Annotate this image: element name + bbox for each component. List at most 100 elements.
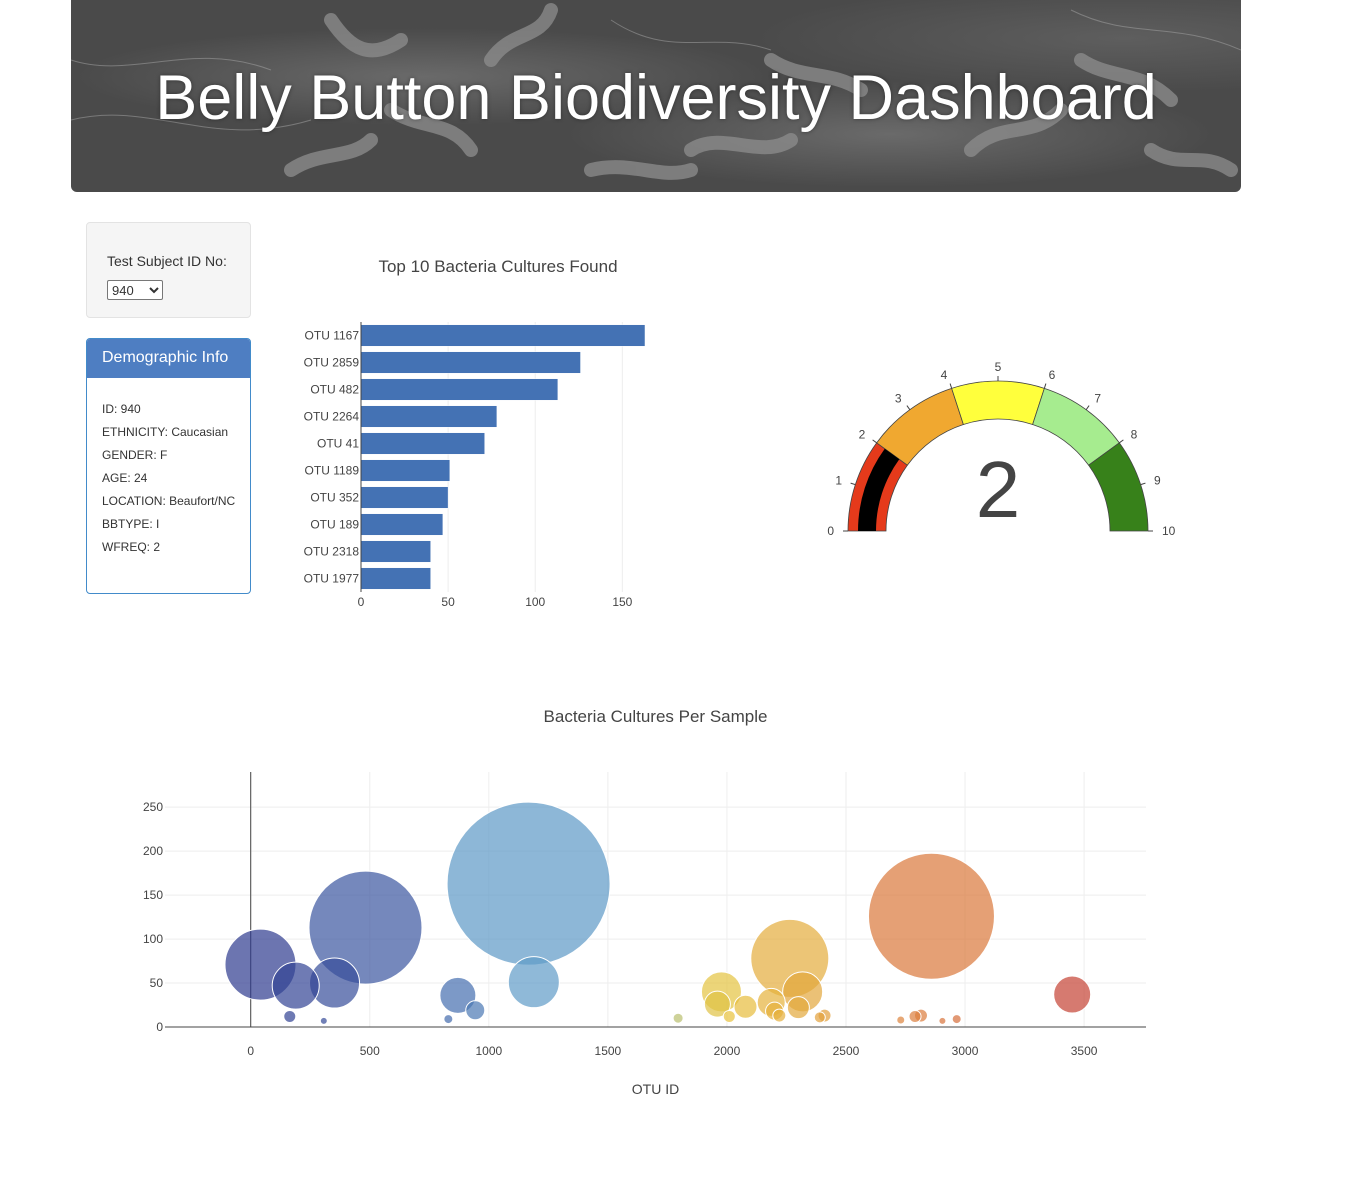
bubble-point <box>443 1014 454 1025</box>
bar <box>360 459 451 482</box>
demographic-info-panel: Demographic Info ID: 940 ETHNICITY: Cauc… <box>86 338 251 594</box>
gauge-tick <box>1140 482 1146 486</box>
gauge-tick <box>949 383 953 389</box>
bubble-point <box>439 976 477 1014</box>
bubble-x-tick-label: 2000 <box>714 1044 741 1058</box>
bar <box>360 432 485 455</box>
bar-y-tick-label: OTU 2318 <box>304 545 360 559</box>
bubble-point <box>319 1016 328 1025</box>
bubble-y-tick-label: 0 <box>156 1020 163 1034</box>
bubble-x-tick-label: 3000 <box>952 1044 979 1058</box>
demographic-item-age: AGE: 24 <box>102 471 148 485</box>
bubble-x-tick-label: 1500 <box>595 1044 622 1058</box>
bar-x-tick-label: 0 <box>358 595 365 609</box>
gauge-tick-label: 6 <box>1049 368 1056 382</box>
bar <box>360 567 431 590</box>
demographic-item-wfreq: WFREQ: 2 <box>102 540 161 554</box>
gauge-tick-label: 3 <box>895 391 902 405</box>
bar-x-tick-label: 50 <box>441 595 455 609</box>
bubble-x-axis-title: OTU ID <box>632 1081 679 1097</box>
bubble-point <box>908 1009 922 1023</box>
bar-y-tick-label: OTU 1167 <box>305 329 360 343</box>
gauge-tick <box>850 482 856 486</box>
gauge-tick-label: 4 <box>941 368 948 382</box>
gauge-tick-label: 10 <box>1162 524 1176 538</box>
bar-chart-title: Top 10 Bacteria Cultures Found <box>378 257 617 276</box>
subject-selector-label: Test Subject ID No: <box>107 253 227 269</box>
gauge-band <box>951 380 1045 425</box>
bar <box>360 513 444 536</box>
bubble-y-tick-label: 250 <box>143 800 163 814</box>
demographic-item-id: ID: 940 <box>102 402 141 416</box>
gauge-tick <box>1119 439 1124 444</box>
bubble-chart-title: Bacteria Cultures Per Sample <box>544 707 768 726</box>
bubble-point <box>308 870 423 985</box>
bubble-point <box>703 990 731 1018</box>
bar-y-tick-label: OTU 1189 <box>305 464 360 478</box>
bubble-x-tick-label: 0 <box>247 1044 254 1058</box>
top10-bar-chart: Top 10 Bacteria Cultures Found 0 50 100 150 O… <box>304 257 646 609</box>
bar-y-tick-label: OTU 189 <box>310 518 359 532</box>
gauge-value-label: 2 <box>976 445 1021 534</box>
bacteria-texture <box>71 3 1241 180</box>
demographic-item-ethnicity: ETHNICITY: Caucasian <box>102 425 229 439</box>
bar-x-tick-label: 100 <box>525 595 545 609</box>
demographic-list: ID: 940 ETHNICITY: Caucasian GENDER: F A… <box>87 378 250 554</box>
gauge-tick <box>872 439 877 444</box>
bubble-y-tick-label: 150 <box>143 888 163 902</box>
bar <box>360 324 646 347</box>
bar-y-tick-label: OTU 41 <box>317 437 359 451</box>
bubble-x-tick-label: 1000 <box>475 1044 502 1058</box>
bubble-y-tick-label: 200 <box>143 844 163 858</box>
page-title: Belly Button Biodiversity Dashboard <box>155 63 1157 133</box>
gauge-tick <box>1043 383 1047 389</box>
bubble-point <box>733 994 758 1019</box>
gauge-value-bar <box>858 448 900 531</box>
bubble-point <box>772 1008 787 1023</box>
bar <box>360 351 581 374</box>
bubble-x-tick-label: 3500 <box>1071 1044 1098 1058</box>
bubble-x-tick-label: 2500 <box>833 1044 860 1058</box>
bubble-point <box>465 1000 486 1021</box>
bubble-point <box>867 852 995 980</box>
gauge-tick-label: 5 <box>995 360 1002 374</box>
gauge-tick-label: 9 <box>1154 473 1161 487</box>
bubble-x-tick-label: 500 <box>360 1044 380 1058</box>
bubble-point <box>938 1016 947 1025</box>
bubble-point <box>283 1009 297 1023</box>
gauge-tick-label: 2 <box>859 428 866 442</box>
subject-selector-panel: Test Subject ID No: 940 <box>86 222 251 318</box>
wash-frequency-gauge: 0 1 2 3 4 5 6 7 8 9 10 2 <box>827 360 1176 538</box>
bubble-y-tick-label: 100 <box>143 932 163 946</box>
demographic-item-location: LOCATION: Beaufort/NC <box>102 494 236 508</box>
demographic-info-title: Demographic Info <box>87 339 250 378</box>
bar <box>360 486 449 509</box>
gauge-tick <box>906 405 911 410</box>
gauge-tick <box>1085 405 1090 410</box>
bubble-point <box>786 996 810 1020</box>
bar-y-tick-label: OTU 482 <box>310 383 359 397</box>
bar-x-tick-label: 150 <box>612 595 632 609</box>
bar <box>360 405 498 428</box>
bubble-point <box>672 1012 684 1024</box>
gauge-tick-label: 1 <box>835 473 842 487</box>
gauge-tick-label: 7 <box>1094 391 1101 405</box>
bubble-point <box>896 1015 906 1025</box>
bubble-point <box>951 1014 962 1025</box>
bubble-point <box>813 1011 826 1024</box>
subject-id-select[interactable]: 940 <box>107 280 163 300</box>
bar <box>360 540 431 563</box>
bubble-y-tick-label: 50 <box>150 976 164 990</box>
gauge-tick-label: 0 <box>827 524 834 538</box>
bar <box>360 378 559 401</box>
bar-y-tick-label: OTU 1977 <box>304 572 360 586</box>
bubble-point <box>722 1009 736 1023</box>
bubble-point <box>271 961 320 1010</box>
bubble-point <box>446 801 611 966</box>
bar-y-tick-label: OTU 352 <box>310 491 359 505</box>
demographic-item-bbtype: BBTYPE: I <box>102 517 160 531</box>
bubble-point <box>1053 975 1092 1014</box>
bar-y-tick-label: OTU 2859 <box>304 356 360 370</box>
gauge-tick-label: 8 <box>1131 428 1138 442</box>
